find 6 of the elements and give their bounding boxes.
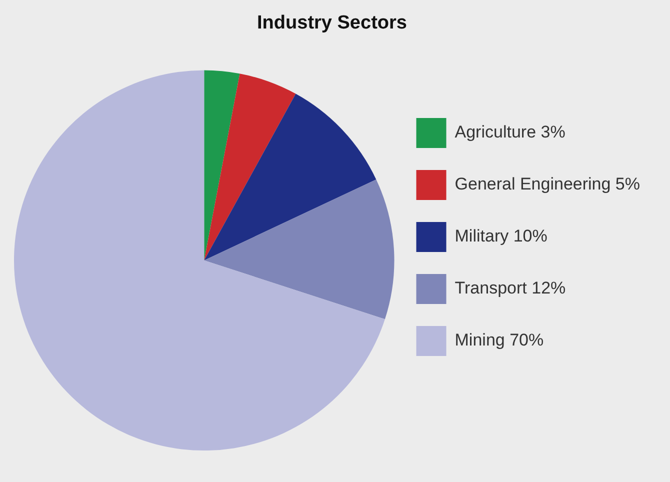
legend-label: Transport 12% bbox=[454, 278, 566, 298]
legend-label: Military 10% bbox=[454, 226, 548, 246]
chart-title: Industry Sectors bbox=[257, 12, 407, 34]
legend-label: Agriculture 3% bbox=[454, 122, 566, 142]
legend-label: Mining 70% bbox=[454, 330, 544, 350]
legend-label: General Engineering 5% bbox=[454, 174, 640, 194]
